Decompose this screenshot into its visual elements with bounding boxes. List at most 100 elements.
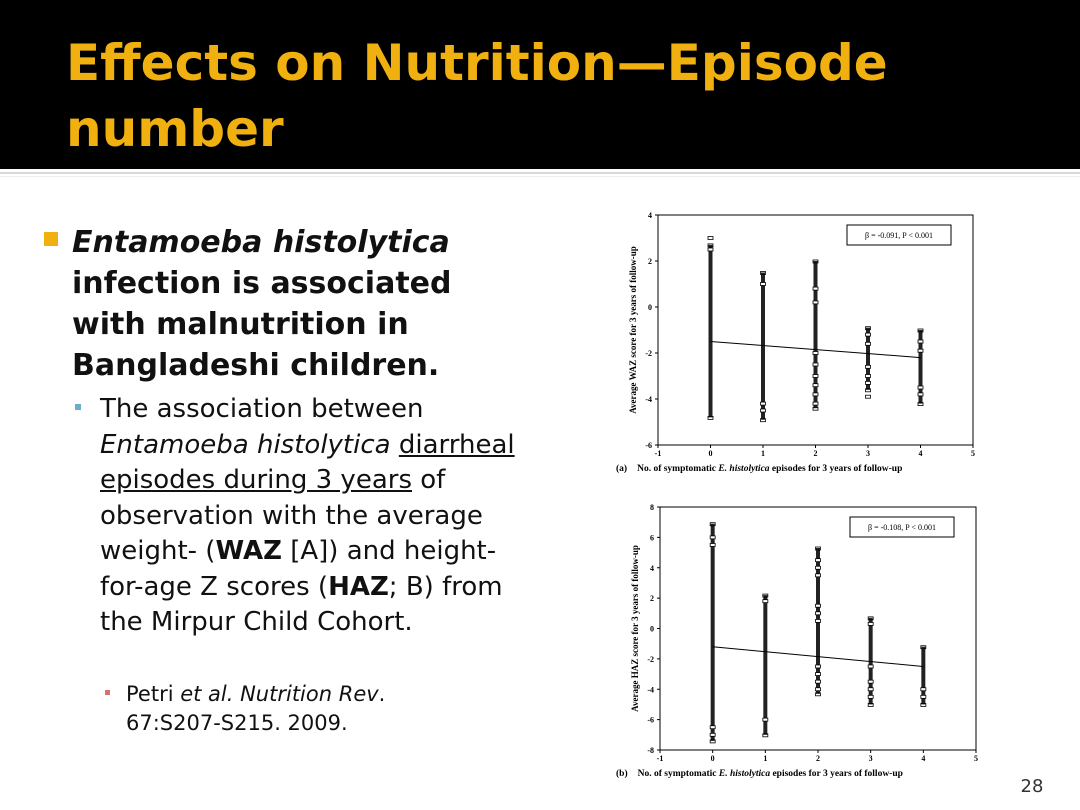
data-point (917, 328, 924, 333)
bullet-level2: The association between Entamoeba histol… (100, 392, 520, 641)
data-point (707, 415, 714, 420)
bullet2-underlined: diarrheal episodes during 3 years (100, 429, 515, 496)
data-point (812, 374, 819, 378)
data-point (815, 664, 821, 669)
x-axis-label-post: episodes for 3 years of follow-up (770, 464, 903, 474)
panel-label: (b) (616, 768, 628, 779)
data-point (760, 401, 766, 406)
data-point (812, 401, 819, 406)
bullet2-text-b: of observation with the average weight- … (100, 465, 483, 566)
data-point (815, 558, 821, 563)
data-point (815, 687, 821, 692)
data-point (709, 535, 716, 540)
y-tick-label: 0 (648, 303, 652, 312)
bullet2-haz: HAZ (328, 571, 389, 602)
data-point (920, 694, 927, 699)
x-tick-label: 2 (814, 449, 818, 458)
x-tick-label: -1 (655, 449, 662, 458)
data-column (921, 646, 926, 705)
citation-author: Petri (126, 682, 181, 706)
y-tick-label: -6 (645, 441, 652, 450)
data-point (867, 687, 874, 692)
data-point (865, 341, 871, 346)
y-tick-label: -2 (647, 655, 654, 664)
data-point (867, 694, 874, 699)
data-point (762, 717, 769, 722)
y-tick-label: 2 (648, 257, 652, 266)
data-point (917, 385, 924, 390)
data-point (707, 236, 714, 240)
x-axis-label-species: E. histolytica (718, 769, 770, 779)
chart-waz: -6 -4 -2 0 2 4 -1 0 1 2 3 4 5 β = -0.091, P < 0.001 Av… (616, 211, 975, 474)
data-point (760, 271, 766, 275)
data-point (812, 300, 819, 305)
data-point (707, 243, 714, 248)
data-point (815, 692, 821, 697)
title-divider (0, 172, 1080, 174)
bullet-level1-text: infection is associated with malnutritio… (72, 266, 452, 383)
x-tick-label: -1 (657, 754, 664, 763)
data-point (815, 672, 821, 676)
annotation-box (849, 516, 955, 538)
x-axis-label-pre: No. of symptomatic (637, 464, 718, 474)
data-point (917, 339, 924, 344)
data-point (920, 645, 927, 650)
data-point (867, 622, 874, 626)
data-point (812, 362, 819, 367)
data-point (815, 565, 821, 570)
annotation-box (846, 224, 952, 246)
x-tick-label: 5 (971, 449, 975, 458)
data-point (865, 394, 871, 399)
data-point (707, 247, 714, 252)
citation-details: . 67:S207-S215. 2009. (126, 682, 386, 735)
data-point (917, 392, 924, 397)
x-axis-label-species: E. histolytica (717, 464, 769, 474)
data-point (865, 332, 871, 337)
y-tick-label: 2 (650, 594, 654, 603)
data-point (920, 687, 927, 692)
data-point (812, 383, 819, 388)
data-point (812, 259, 819, 264)
y-tick-label: 4 (650, 564, 654, 573)
data-point (709, 543, 716, 547)
data-point (865, 364, 871, 369)
chart-haz: -8 -6 -4 -2 0 2 4 6 8 -1 0 1 2 3 4 5 β = -0.108, P < 0.0… (616, 503, 978, 779)
data-column (710, 523, 715, 741)
trend-line (712, 646, 924, 667)
x-tick-label: 0 (709, 449, 713, 458)
data-point (865, 326, 871, 331)
x-axis-label: (a) No. of symptomatic E. histolytica epi… (616, 463, 902, 474)
y-axis-label: Average HAZ score for 3 years of follow-… (630, 545, 640, 712)
data-point (762, 599, 769, 604)
y-tick-label: -6 (647, 716, 654, 725)
data-point (815, 573, 821, 578)
panel-label: (a) (616, 463, 627, 474)
x-axis-label-pre: No. of symptomatic (638, 769, 719, 779)
data-point (815, 611, 821, 616)
y-tick-label: -4 (647, 685, 654, 694)
data-column (708, 244, 713, 418)
bullet2-text-c: [A]) and height-for-age Z scores ( (100, 536, 497, 602)
bullet2-text-a: The association between (100, 394, 424, 424)
data-column (866, 327, 870, 390)
y-tick-label: 0 (650, 625, 654, 634)
data-point (760, 418, 766, 423)
x-tick-label: 3 (869, 754, 873, 763)
data-column (761, 272, 765, 420)
data-point (812, 351, 819, 355)
title-divider-thin (0, 176, 1080, 177)
bullet-level3-citation: Petri et al. Nutrition Rev. 67:S207-S215… (126, 680, 486, 738)
data-point (867, 616, 874, 621)
annotation-text: β = -0.091, P < 0.001 (865, 231, 933, 240)
bullet-square-icon (75, 404, 81, 410)
x-tick-label: 1 (763, 754, 767, 763)
data-point (920, 703, 927, 707)
x-tick-label: 1 (761, 449, 765, 458)
data-point (815, 546, 821, 551)
y-axis-label: Average WAZ score for 3 years of follow-… (628, 246, 638, 414)
data-point (867, 703, 874, 707)
x-tick-label: 5 (974, 754, 978, 763)
data-point (812, 392, 819, 397)
bullet-level1: Entamoeba histolytica infection is assoc… (72, 222, 522, 386)
bullet2-species: Entamoeba histolytica (100, 429, 391, 460)
